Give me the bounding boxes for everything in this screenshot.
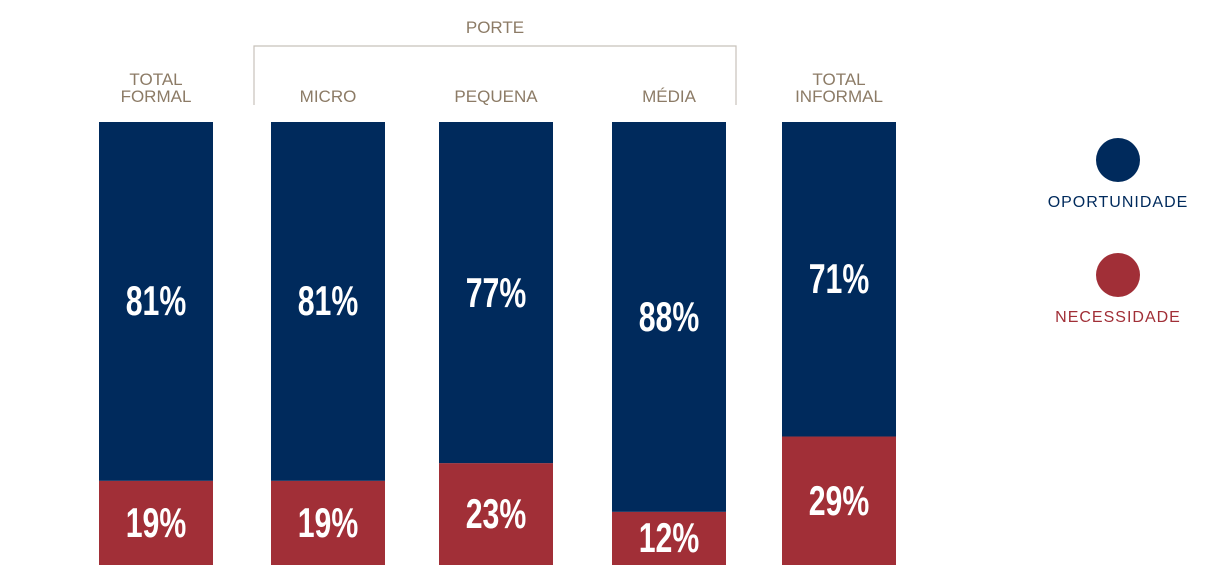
x-tick-label: MICRO bbox=[299, 87, 357, 106]
bar-segment bbox=[99, 122, 213, 481]
bar-segment bbox=[439, 122, 553, 464]
value-label: 19% bbox=[125, 498, 187, 546]
value-label: 29% bbox=[808, 476, 870, 524]
value-label: 88% bbox=[638, 292, 700, 340]
x-tick-label: PEQUENA bbox=[454, 87, 538, 106]
bar-segment bbox=[271, 122, 385, 481]
legend-label: NECESSIDADE bbox=[1055, 309, 1181, 326]
value-label: 81% bbox=[125, 277, 187, 325]
value-label: 19% bbox=[297, 498, 359, 546]
value-label: 12% bbox=[638, 514, 700, 562]
x-tick-label: MÉDIA bbox=[642, 87, 696, 106]
value-label: 81% bbox=[297, 277, 359, 325]
bar-segment bbox=[99, 480, 213, 565]
group-label: PORTE bbox=[465, 18, 525, 37]
bar-segment bbox=[271, 480, 385, 565]
legend-marker bbox=[1096, 138, 1140, 182]
bar-segment bbox=[439, 463, 553, 565]
legend-label: OPORTUNIDADE bbox=[1047, 194, 1189, 211]
value-label: 23% bbox=[465, 490, 527, 538]
x-tick-label: TOTAL FORMAL bbox=[120, 70, 192, 106]
value-label: 71% bbox=[808, 255, 870, 303]
bar-segment bbox=[612, 122, 726, 512]
value-label: 77% bbox=[465, 268, 527, 316]
bar-segment bbox=[782, 122, 896, 437]
group-bracket bbox=[253, 45, 737, 105]
bar-segment bbox=[782, 436, 896, 565]
legend-marker bbox=[1096, 253, 1140, 297]
bar-segment bbox=[612, 511, 726, 565]
x-tick-label: TOTAL INFORMAL bbox=[795, 70, 883, 106]
